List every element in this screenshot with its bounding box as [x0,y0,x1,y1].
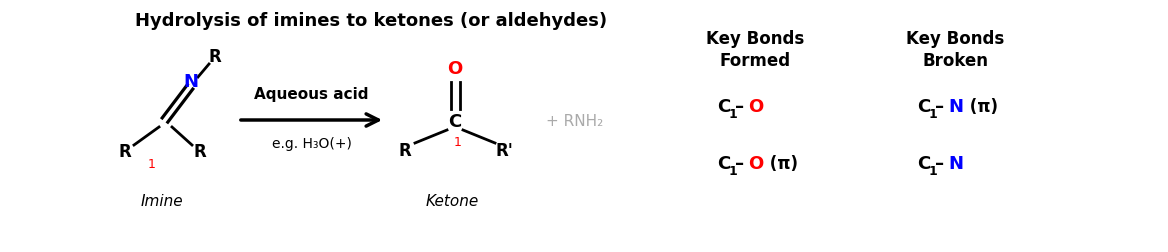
Text: O: O [447,60,463,78]
Text: Imine: Imine [140,195,183,209]
Text: R: R [194,143,207,161]
Text: Key Bonds
Formed: Key Bonds Formed [705,30,804,70]
Text: C: C [917,155,930,173]
Text: –: – [934,98,944,116]
Text: –: – [735,98,744,116]
Text: N: N [948,155,962,173]
Text: N: N [183,73,199,91]
Text: + RNH₂: + RNH₂ [547,114,604,130]
Text: Aqueous acid: Aqueous acid [255,86,369,102]
Text: 1: 1 [148,158,157,171]
Text: R: R [119,143,131,161]
Text: 1: 1 [929,165,937,178]
Text: –: – [735,155,744,173]
Text: R: R [209,48,222,66]
Text: e.g. H₃O(+): e.g. H₃O(+) [272,137,352,151]
Text: 1: 1 [729,108,737,121]
Text: C: C [717,155,730,173]
Text: –: – [934,155,944,173]
Text: Key Bonds
Broken: Key Bonds Broken [906,30,1004,70]
Text: (π): (π) [764,155,798,173]
Text: N: N [948,98,962,116]
Text: (π): (π) [964,98,997,116]
Text: C: C [717,98,730,116]
Text: 1: 1 [929,108,937,121]
Text: R': R' [495,142,513,160]
Text: C: C [449,113,461,131]
Text: 1: 1 [729,165,737,178]
Text: C: C [917,98,930,116]
Text: O: O [748,155,763,173]
Text: Hydrolysis of imines to ketones (or aldehydes): Hydrolysis of imines to ketones (or alde… [135,12,607,30]
Text: R: R [398,142,411,160]
Text: 1: 1 [454,136,461,148]
Text: Ketone: Ketone [425,195,479,209]
Text: O: O [748,98,763,116]
